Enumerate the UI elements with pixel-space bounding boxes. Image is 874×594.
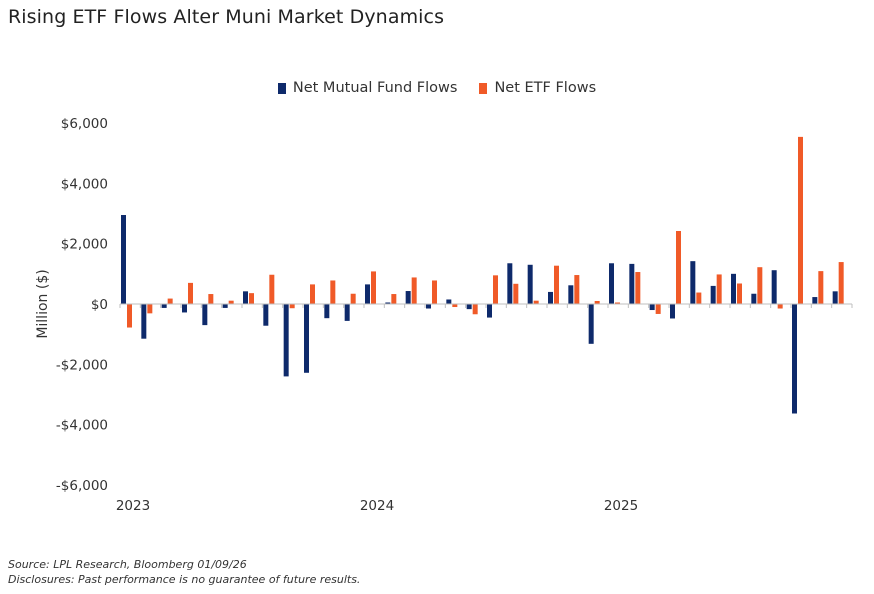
bar-mutual-fund [629, 263, 635, 304]
bar-etf [533, 300, 539, 304]
bar-mutual-fund [812, 297, 818, 304]
bar-mutual-fund [670, 304, 675, 319]
bar-mutual-fund [588, 304, 594, 344]
bar-mutual-fund [751, 293, 757, 304]
bar-mutual-fund [161, 304, 167, 308]
y-tick-label: $6,000 [61, 116, 108, 132]
x-tick-label: 2025 [604, 498, 638, 514]
bar-mutual-fund [548, 291, 553, 304]
bar-mutual-fund [690, 261, 696, 304]
legend-label-mutual: Net Mutual Fund Flows [292, 80, 458, 96]
x-tick-label: 2023 [116, 498, 150, 514]
bar-etf [371, 271, 376, 304]
bar-mutual-fund [426, 304, 431, 309]
legend: Net Mutual Fund Flows Net ETF Flows [0, 80, 874, 96]
bar-mutual-fund [771, 270, 777, 304]
bar-etf [554, 265, 559, 304]
bar-mutual-fund [792, 304, 797, 414]
bar-mutual-fund [324, 304, 330, 319]
bar-mutual-fund [182, 304, 187, 313]
source-note: Source: LPL Research, Bloomberg 01/09/26 [8, 558, 247, 571]
bar-etf [127, 304, 132, 328]
y-tick-label: $4,000 [61, 176, 108, 192]
bar-mutual-fund [263, 304, 269, 326]
bar-mutual-fund [385, 302, 391, 304]
legend-item-mutual: Net Mutual Fund Flows [277, 80, 458, 96]
bar-mutual-fund [649, 304, 655, 311]
bar-etf [737, 283, 742, 304]
bar-mutual-fund [487, 304, 492, 318]
bar-etf [411, 277, 417, 304]
bar-mutual-fund [243, 291, 248, 304]
bar-mutual-fund [202, 304, 208, 326]
bar-etf [716, 274, 722, 304]
bar-etf [594, 300, 600, 304]
legend-item-etf: Net ETF Flows [479, 80, 596, 96]
y-tick-label: -$2,000 [56, 357, 108, 373]
bar-mutual-fund [832, 291, 838, 304]
legend-label-etf: Net ETF Flows [494, 80, 597, 96]
bar-etf [493, 275, 498, 304]
bar-mutual-fund [405, 291, 411, 304]
y-tick-label: $0 [91, 297, 108, 313]
bar-etf [269, 274, 275, 304]
bar-etf [330, 280, 336, 304]
bar-etf [574, 275, 580, 304]
y-tick-label: -$4,000 [56, 418, 108, 434]
bar-etf [167, 298, 173, 304]
bar-mutual-fund [304, 304, 309, 373]
bar-mutual-fund [527, 264, 533, 304]
bar-etf [757, 267, 763, 304]
bar-etf [289, 304, 295, 309]
bar-etf [818, 271, 824, 304]
bar-mutual-fund [466, 304, 472, 310]
bar-etf [676, 231, 681, 304]
bar-etf [391, 294, 397, 304]
bar-etf [513, 283, 519, 304]
bar-mutual-fund [222, 304, 228, 308]
bar-etf [228, 300, 234, 304]
y-axis-title: Million ($) [35, 269, 51, 338]
bar-mutual-fund [731, 273, 736, 304]
bar-mutual-fund [121, 215, 126, 304]
bar-etf [655, 304, 661, 314]
bar-mutual-fund [141, 304, 147, 339]
legend-swatch-mutual [277, 82, 286, 94]
bar-etf [188, 282, 193, 304]
bar-etf [696, 292, 702, 304]
chart-title: Rising ETF Flows Alter Muni Market Dynam… [8, 6, 445, 28]
bar-mutual-fund [283, 304, 289, 377]
x-tick-label: 2024 [360, 498, 394, 514]
legend-swatch-etf [479, 82, 488, 94]
bar-etf [310, 284, 315, 304]
bar-etf [350, 293, 356, 304]
bar-mutual-fund [344, 304, 350, 321]
bar-mutual-fund [710, 285, 716, 304]
y-tick-label: $2,000 [61, 237, 108, 253]
bar-etf [777, 304, 783, 309]
disclosures-note: Disclosures: Past performance is no guar… [8, 573, 361, 586]
bar-mutual-fund [365, 284, 370, 304]
bar-etf [472, 304, 478, 315]
bar-etf [147, 304, 153, 314]
bar-mutual-fund [609, 263, 614, 304]
bar-mutual-fund [507, 263, 513, 304]
bar-etf [452, 304, 458, 308]
y-tick-label: -$6,000 [56, 478, 108, 494]
bar-mutual-fund [568, 285, 574, 304]
bar-etf [615, 302, 620, 304]
bar-etf [798, 136, 803, 304]
bar-mutual-fund [446, 299, 452, 304]
bar-etf [635, 272, 641, 304]
bar-etf [208, 294, 214, 304]
bar-etf [838, 262, 844, 304]
bar-etf [432, 280, 437, 304]
bar-etf [249, 293, 254, 304]
